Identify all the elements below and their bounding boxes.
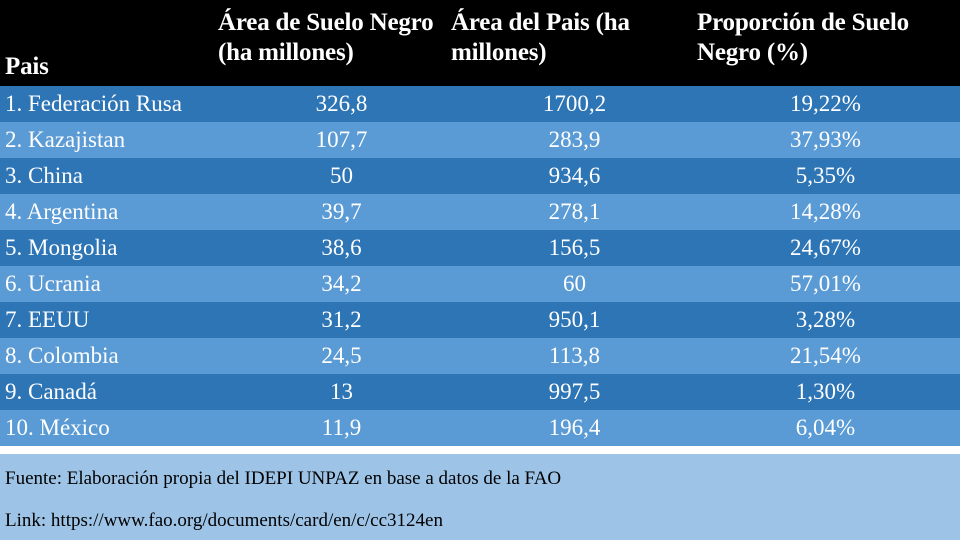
- cell-proporcion: 5,35%: [795, 163, 856, 188]
- table-row: 1. Federación Rusa 326,8 1700,2 19,22%: [0, 86, 960, 122]
- cell-area-suelo-negro: 34,2: [321, 271, 362, 296]
- cell-pais: 10. México: [5, 415, 110, 440]
- cell-area-suelo-negro: 31,2: [321, 307, 362, 332]
- cell-area-suelo-negro: 39,7: [321, 199, 362, 224]
- table-footer: Fuente: Elaboración propia del IDEPI UNP…: [0, 454, 960, 540]
- cell-proporcion: 57,01%: [790, 271, 861, 296]
- cell-pais: 7. EEUU: [5, 307, 90, 332]
- source-note: Fuente: Elaboración propia del IDEPI UNP…: [5, 468, 562, 489]
- table-row: 4. Argentina 39,7 278,1 14,28%: [0, 194, 960, 230]
- cell-proporcion: 6,04%: [795, 415, 856, 440]
- cell-proporcion: 24,67%: [790, 235, 861, 260]
- header-area-suelo-negro: Área de Suelo Negro (ha millones): [218, 9, 434, 66]
- table-row: 10. México 11,9 196,4 6,04%: [0, 410, 960, 446]
- cell-pais: 5. Mongolia: [5, 235, 118, 260]
- cell-area-pais: 283,9: [548, 127, 601, 152]
- cell-pais: 6. Ucrania: [5, 271, 101, 296]
- cell-proporcion: 37,93%: [790, 127, 861, 152]
- cell-area-suelo-negro: 24,5: [321, 343, 362, 368]
- cell-proporcion: 21,54%: [790, 343, 861, 368]
- cell-area-pais: 997,5: [548, 379, 601, 404]
- cell-area-suelo-negro: 13: [330, 379, 353, 404]
- cell-proporcion: 1,30%: [795, 379, 856, 404]
- header-area-pais: Área del Pais (ha millones): [451, 9, 630, 66]
- cell-area-pais: 60: [563, 271, 586, 296]
- cell-area-suelo-negro: 50: [330, 163, 353, 188]
- cell-area-pais: 196,4: [548, 415, 601, 440]
- cell-proporcion: 19,22%: [790, 91, 861, 116]
- cell-area-suelo-negro: 38,6: [321, 235, 362, 260]
- cell-area-pais: 1700,2: [542, 91, 607, 116]
- cell-pais: 1. Federación Rusa: [5, 91, 182, 116]
- cell-pais: 2. Kazajistan: [5, 127, 126, 152]
- cell-area-suelo-negro: 326,8: [315, 91, 368, 116]
- cell-area-suelo-negro: 11,9: [321, 415, 362, 440]
- table-row: 5. Mongolia 38,6 156,5 24,67%: [0, 230, 960, 266]
- table-row: 7. EEUU 31,2 950,1 3,28%: [0, 302, 960, 338]
- cell-area-suelo-negro: 107,7: [315, 127, 368, 152]
- cell-pais: 3. China: [5, 163, 83, 188]
- cell-pais: 8. Colombia: [5, 343, 119, 368]
- cell-pais: 4. Argentina: [5, 199, 119, 224]
- cell-proporcion: 14,28%: [790, 199, 861, 224]
- table-row: 8. Colombia 24,5 113,8 21,54%: [0, 338, 960, 374]
- cell-area-pais: 156,5: [548, 235, 601, 260]
- cell-area-pais: 950,1: [548, 307, 601, 332]
- cell-area-pais: 113,8: [549, 343, 600, 368]
- header-proporcion: Proporción de Suelo Negro (%): [697, 9, 909, 66]
- table-body: 1. Federación Rusa 326,8 1700,2 19,22% 2. Ka…: [0, 86, 960, 446]
- table-row: 2. Kazajistan 107,7 283,9 37,93%: [0, 122, 960, 158]
- table-row: 9. Canadá 13 997,5 1,30%: [0, 374, 960, 410]
- link-note: Link: https://www.fao.org/documents/card…: [5, 510, 443, 531]
- cell-area-pais: 278,1: [548, 199, 601, 224]
- table-row: 3. China 50 934,6 5,35%: [0, 158, 960, 194]
- table-row: 6. Ucrania 34,2 60 57,01%: [0, 266, 960, 302]
- cell-proporcion: 3,28%: [795, 307, 856, 332]
- table-header: Pais Área de Suelo Negro (ha millones) Á…: [0, 0, 960, 86]
- header-pais: Pais: [5, 53, 49, 80]
- cell-area-pais: 934,6: [548, 163, 601, 188]
- cell-pais: 9. Canadá: [5, 379, 97, 404]
